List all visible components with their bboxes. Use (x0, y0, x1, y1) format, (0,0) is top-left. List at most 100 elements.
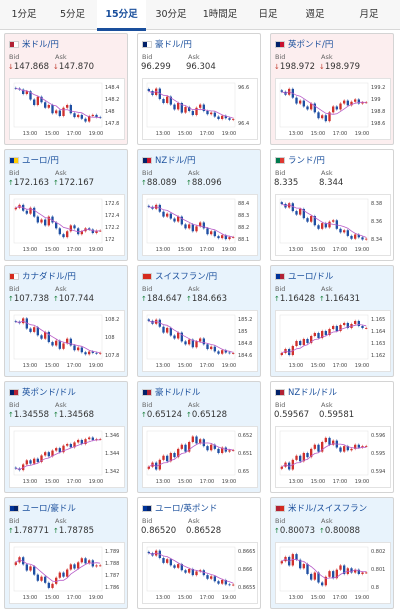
tab-2[interactable]: 15分足 (97, 0, 146, 31)
x-tick-label: 19:00 (89, 595, 103, 601)
mini-chart[interactable]: 0.652 0.651 0.65 13:00 15:00 17:00 19:00 (142, 426, 258, 488)
candle (217, 448, 220, 453)
mini-chart[interactable]: 1.789 1.788 1.787 1.786 13:00 15:00 17:00 19:00 (9, 542, 125, 604)
candle (162, 558, 165, 563)
candle (350, 235, 353, 239)
tab-5[interactable]: 日足 (258, 9, 278, 20)
candle (84, 558, 87, 564)
plot-area (13, 430, 103, 476)
rate-card[interactable]: カナダドル/円 Bid Ask ↑107.738 ↑107.744 108.2 108 107… (4, 265, 128, 377)
flag-icon (275, 40, 285, 48)
candle (309, 216, 313, 222)
tab-3[interactable]: 30分足 (155, 9, 187, 20)
mini-chart[interactable]: 8.38 8.36 8.34 13:00 15:00 17:00 19:00 (275, 194, 391, 256)
candle (43, 102, 47, 108)
pair-name[interactable]: カナダドル/円 (22, 272, 76, 282)
ask-label: Ask (321, 401, 333, 409)
y-tick-label: 88.4 (238, 201, 249, 207)
mini-chart[interactable]: 0.802 0.801 0.8 13:00 15:00 17:00 19:00 (275, 542, 391, 604)
tab-1[interactable]: 5分足 (59, 9, 86, 20)
rate-card[interactable]: ユーロ/豪ドル Bid Ask ↑1.78771 ↑1.78785 1.789 1.788 1… (4, 497, 128, 609)
tab-6[interactable]: 週足 (305, 9, 325, 20)
candle (98, 230, 102, 232)
pair-name[interactable]: 豪ドル/円 (155, 40, 192, 50)
y-tick-label: 184.8 (238, 341, 252, 347)
pair-name[interactable]: ユーロ/英ポンド (155, 504, 218, 514)
x-tick-label: 13:00 (289, 247, 303, 253)
plot-area (146, 546, 236, 592)
candlestick-chart: 185.2 185 184.8 184.6 13:00 15:00 17:00 19:00 (146, 314, 252, 369)
pair-name[interactable]: 英ポンド/ドル (22, 388, 76, 398)
mini-chart[interactable]: 108.2 108 107.8 13:00 15:00 17:00 19:00 (9, 310, 125, 372)
candle (195, 226, 198, 232)
pair-name[interactable]: NZドル/ドル (288, 388, 338, 398)
candle (29, 91, 32, 100)
card-header: ユーロ/豪ドル (9, 502, 123, 514)
candle (291, 203, 295, 212)
pair-name[interactable]: ユーロ/ドル (288, 272, 334, 282)
rate-card[interactable]: 豪ドル/円 Bid Ask 96.299 96.304 96.6 96.4 13:00 15:0… (137, 33, 261, 145)
mini-chart[interactable]: 172.6 172.4 172.2 172 13:00 15:00 17:00 19:00 (9, 194, 125, 256)
pair-name[interactable]: ランド/円 (288, 156, 325, 166)
mini-chart[interactable]: 88.4 88.3 88.2 88.1 13:00 15:00 17:00 19:00 (142, 194, 258, 256)
arrow-up-icon: ↑ (8, 411, 14, 419)
pair-name[interactable]: NZドル/円 (155, 156, 196, 166)
bid-label: Bid (275, 169, 286, 177)
pair-name[interactable]: 英ポンド/円 (288, 40, 334, 50)
pair-name[interactable]: 米ドル/スイスフラン (288, 504, 368, 514)
candle (320, 115, 324, 119)
tab-4[interactable]: 1時間足 (202, 9, 238, 20)
ask-label: Ask (188, 517, 200, 525)
pair-name[interactable]: 豪ドル/ドル (155, 388, 201, 398)
mini-chart[interactable]: 1.165 1.164 1.163 1.162 13:00 15:00 17:00 19:00 (275, 310, 391, 372)
rate-card[interactable]: 米ドル/スイスフラン Bid Ask ↑0.80073 ↑0.80088 0.802 0.8… (270, 497, 394, 609)
rate-card[interactable]: 豪ドル/ドル Bid Ask ↑0.65124 ↑0.65128 0.652 0.651 0.… (137, 381, 261, 493)
mini-chart[interactable]: 0.8665 0.866 0.8655 13:00 15:00 17:00 19:00 (142, 542, 258, 604)
rate-card[interactable]: NZドル/円 Bid Ask ↑88.089 ↑88.096 88.4 88.3 88.2 88… (137, 149, 261, 261)
rate-card[interactable]: 米ドル/円 Bid Ask ↓147.868 ↓147.870 148.4 148.2 148… (4, 33, 128, 145)
candle (313, 216, 317, 226)
rate-card[interactable]: 英ポンド/円 Bid Ask ↓198.972 ↓198.979 199.2 199 198.… (270, 33, 394, 145)
candle (317, 444, 320, 452)
candle (224, 235, 228, 240)
tab-0[interactable]: 1分足 (11, 9, 37, 20)
moving-average-line (15, 320, 101, 354)
mini-chart[interactable]: 185.2 185 184.8 184.6 13:00 15:00 17:00 19:00 (142, 310, 258, 372)
candle (361, 102, 364, 104)
candle (302, 208, 306, 219)
rate-card[interactable]: スイスフラン/円 Bid Ask ↑184.647 ↑184.663 185.2 185 18… (137, 265, 261, 377)
bid-value: 107.738 (13, 294, 50, 304)
bid-price: 96.299 (141, 62, 171, 72)
candle (280, 561, 284, 564)
mini-chart[interactable]: 199.2 199 198.8 198.6 13:00 15:00 17:00 19:00 (275, 78, 391, 140)
x-tick-label: 19:00 (222, 595, 236, 601)
pair-name[interactable]: 米ドル/円 (22, 40, 59, 50)
mini-chart[interactable]: 96.6 96.4 13:00 15:00 17:00 19:00 (142, 78, 258, 140)
rate-card[interactable]: ユーロ/英ポンド Bid Ask 0.86520 0.86528 0.8665 0.866 0… (137, 497, 261, 609)
mini-chart[interactable]: 148.4 148.2 148 147.8 13:00 15:00 17:00 19:00 (9, 78, 125, 140)
candle (202, 104, 206, 111)
rate-card[interactable]: 英ポンド/ドル Bid Ask ↑1.34558 ↑1.34568 1.346 1.344 1… (4, 381, 128, 493)
tab-7[interactable]: 月足 (359, 9, 379, 20)
card-header: 豪ドル/ドル (142, 386, 256, 398)
arrow-up-icon: ↑ (186, 411, 192, 419)
candle (328, 221, 331, 228)
rate-card[interactable]: NZドル/ドル Bid Ask 0.59567 0.59581 0.596 0.595 0.5… (270, 381, 394, 493)
bid-value: 0.86520 (141, 526, 177, 536)
candle (195, 571, 198, 576)
plot-area (146, 314, 236, 360)
pair-name[interactable]: ユーロ/豪ドル (22, 504, 76, 514)
rate-card[interactable]: ランド/円 Bid Ask 8.335 8.344 8.38 8.36 8.34 13:00 15… (270, 149, 394, 261)
candle (280, 466, 284, 469)
pair-name[interactable]: ユーロ/円 (22, 156, 59, 166)
mini-chart[interactable]: 1.346 1.344 1.342 13:00 15:00 17:00 19:00 (9, 426, 125, 488)
flag-icon (142, 388, 152, 396)
candle (69, 105, 73, 114)
rate-card[interactable]: ユーロ/ドル Bid Ask ↑1.16428 ↑1.16431 1.165 1.164 1.… (270, 265, 394, 377)
pair-name[interactable]: スイスフラン/円 (155, 272, 218, 282)
rate-card[interactable]: ユーロ/円 Bid Ask ↑172.163 ↑172.167 172.6 172.4 172… (4, 149, 128, 261)
candle (95, 439, 98, 440)
x-tick-label: 17:00 (200, 479, 214, 485)
candle (306, 453, 309, 458)
mini-chart[interactable]: 0.596 0.595 0.594 13:00 15:00 17:00 19:00 (275, 426, 391, 488)
